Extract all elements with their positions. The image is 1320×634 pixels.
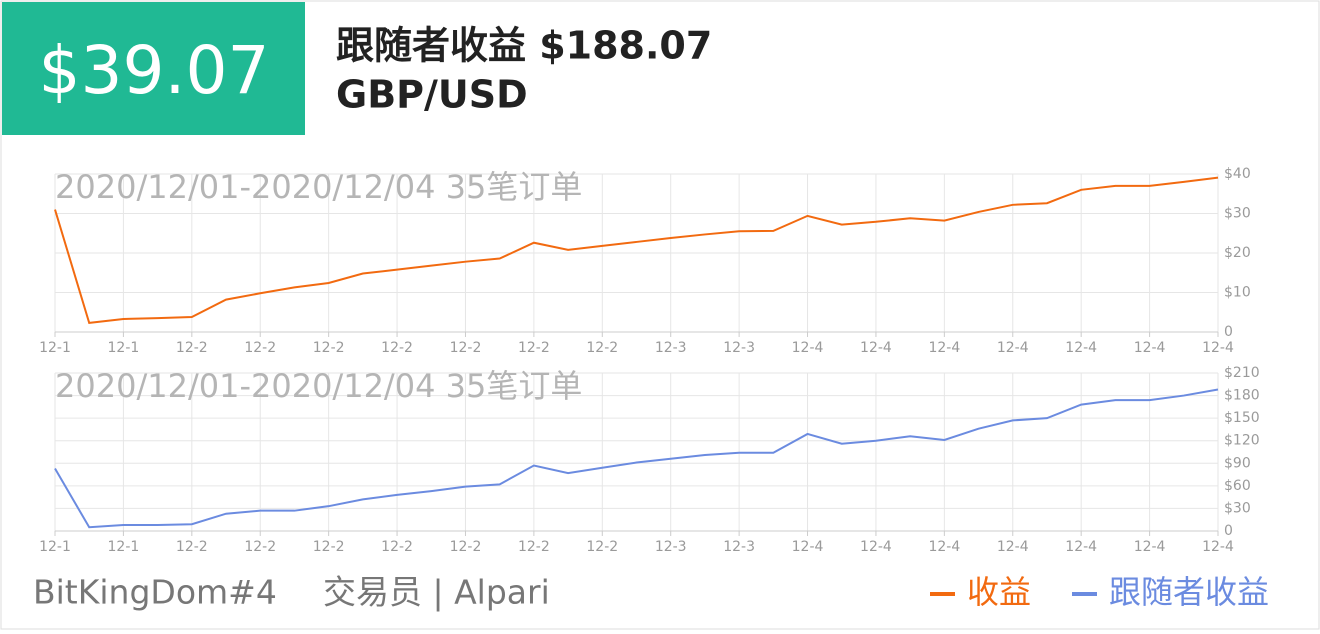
pair: GBP/USD	[336, 73, 528, 117]
x-tick-label: 12-4	[860, 539, 892, 555]
chart-annotation: 2020/12/01-2020/12/04 35笔订单	[55, 367, 582, 405]
x-tick-label: 12-4	[928, 539, 960, 555]
x-tick-label: 12-2	[450, 340, 482, 356]
x-tick-label: 12-1	[39, 340, 71, 356]
series-line	[54, 176, 1219, 325]
x-tick-label: 12-4	[1134, 340, 1166, 356]
x-tick-label: 12-1	[39, 539, 71, 555]
x-tick-label: 12-2	[176, 539, 208, 555]
headline-value: $39.07	[39, 32, 270, 109]
x-tick-label: 12-3	[723, 539, 755, 555]
x-tick-label: 12-2	[244, 539, 276, 555]
x-tick-label: 12-4	[792, 539, 824, 555]
x-tick-label: 12-4	[997, 539, 1029, 555]
x-tick-label: 12-2	[518, 340, 550, 356]
x-tick-label: 12-2	[381, 539, 413, 555]
x-tick-label: 12-2	[313, 539, 345, 555]
x-tick-label: 12-2	[586, 340, 618, 356]
x-tick-label: 12-4	[928, 340, 960, 356]
x-tick-label: 12-4	[860, 340, 892, 356]
x-tick-label: 12-4	[997, 340, 1029, 356]
y-tick-label: $120	[1224, 433, 1260, 449]
y-tick-label: $10	[1224, 285, 1251, 301]
y-tick-label: $60	[1224, 478, 1251, 494]
x-tick-label: 12-2	[450, 539, 482, 555]
x-tick-label: 12-1	[108, 539, 140, 555]
x-tick-label: 12-4	[1065, 340, 1097, 356]
y-tick-label: $20	[1224, 245, 1251, 261]
series-line	[54, 388, 1219, 529]
y-tick-label: $40	[1224, 166, 1251, 182]
x-tick-label: 12-4	[1202, 539, 1234, 555]
y-tick-label: $180	[1224, 388, 1260, 404]
x-tick-label: 12-2	[586, 539, 618, 555]
y-tick-label: $150	[1224, 410, 1260, 426]
x-tick-label: 12-4	[1065, 539, 1097, 555]
x-tick-label: 12-3	[655, 340, 687, 356]
x-tick-label: 12-4	[792, 340, 824, 356]
y-tick-label: 0	[1224, 523, 1233, 539]
y-tick-label: $90	[1224, 455, 1251, 471]
y-tick-label: 0	[1224, 324, 1233, 340]
y-tick-label: $30	[1224, 206, 1251, 222]
chart-annotation: 2020/12/01-2020/12/04 35笔订单	[55, 168, 582, 206]
x-tick-label: 12-2	[381, 340, 413, 356]
x-tick-label: 12-2	[518, 539, 550, 555]
x-tick-label: 12-3	[655, 539, 687, 555]
title: 跟随者收益 $188.07	[336, 24, 712, 68]
legend-label: 收益	[967, 573, 1031, 611]
legend-label: 跟随者收益	[1109, 573, 1269, 611]
value-box	[2, 2, 305, 135]
trader: BitKingDom#4	[33, 573, 277, 612]
x-tick-label: 12-4	[1202, 340, 1234, 356]
y-tick-label: $210	[1224, 365, 1260, 381]
x-tick-label: 12-3	[723, 340, 755, 356]
role: 交易员 | Alpari	[323, 573, 550, 612]
x-tick-label: 12-2	[244, 340, 276, 356]
x-tick-label: 12-4	[1134, 539, 1166, 555]
x-tick-label: 12-1	[108, 340, 140, 356]
y-tick-label: $30	[1224, 500, 1251, 516]
x-tick-label: 12-2	[176, 340, 208, 356]
x-tick-label: 12-2	[313, 340, 345, 356]
